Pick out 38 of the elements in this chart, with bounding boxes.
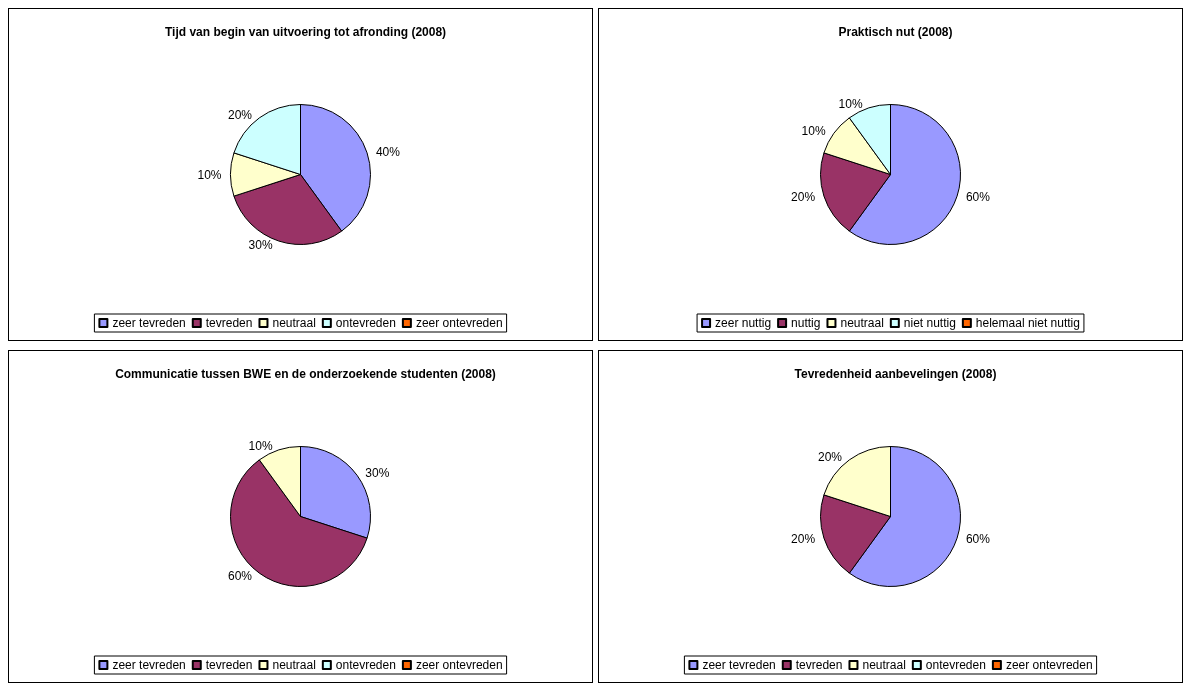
data-label: 10% bbox=[838, 97, 863, 112]
legend-label: zeer ontevreden bbox=[415, 316, 503, 330]
data-label: 10% bbox=[197, 167, 222, 182]
data-label: 60% bbox=[965, 190, 991, 205]
legend-label: tevreden bbox=[205, 658, 253, 672]
legend-label: ontevreden bbox=[925, 658, 986, 672]
chart-title: Communicatie tussen BWE en de onderzoekende studenten (2008) bbox=[115, 367, 496, 381]
data-label: 60% bbox=[227, 569, 253, 584]
data-label: 20% bbox=[817, 449, 843, 464]
legend-label: ontevreden bbox=[335, 316, 396, 330]
legend-label: neutraal bbox=[272, 658, 316, 672]
data-label: 10% bbox=[248, 439, 273, 454]
legend-label: zeer ontevreden bbox=[415, 658, 503, 672]
chart-title: Praktisch nut (2008) bbox=[838, 25, 953, 39]
legend-label: helemaal niet nuttig bbox=[975, 316, 1080, 330]
legend-label: nuttig bbox=[791, 316, 821, 330]
data-label: 20% bbox=[791, 190, 816, 205]
legend-label: zeer tevreden bbox=[112, 658, 186, 672]
legend-label: zeer nuttig bbox=[715, 316, 772, 330]
legend-label: tevreden bbox=[795, 658, 843, 672]
chart-title: Tevredenheid aanbevelingen (2008) bbox=[794, 367, 997, 381]
data-label: 30% bbox=[365, 466, 390, 480]
data-label: 20% bbox=[227, 107, 253, 122]
data-label: 20% bbox=[791, 532, 816, 547]
chart-title: Tijd van begin van uitvoering tot afronding (2008) bbox=[164, 25, 447, 39]
data-label: 40% bbox=[375, 144, 401, 159]
data-label: 60% bbox=[965, 532, 991, 547]
legend-label: tevreden bbox=[205, 316, 253, 330]
legend-label: zeer tevreden bbox=[702, 658, 776, 672]
data-label: 30% bbox=[248, 237, 273, 252]
legend-label: neutraal bbox=[862, 658, 906, 672]
legend-label: neutraal bbox=[272, 316, 316, 330]
data-label: 10% bbox=[801, 124, 826, 138]
legend-label: zeer ontevreden bbox=[1005, 658, 1093, 672]
legend-label: neutraal bbox=[840, 316, 884, 330]
legend-label: zeer tevreden bbox=[112, 316, 186, 330]
legend-label: ontevreden bbox=[335, 658, 396, 672]
legend-label: niet nuttig bbox=[903, 316, 956, 330]
